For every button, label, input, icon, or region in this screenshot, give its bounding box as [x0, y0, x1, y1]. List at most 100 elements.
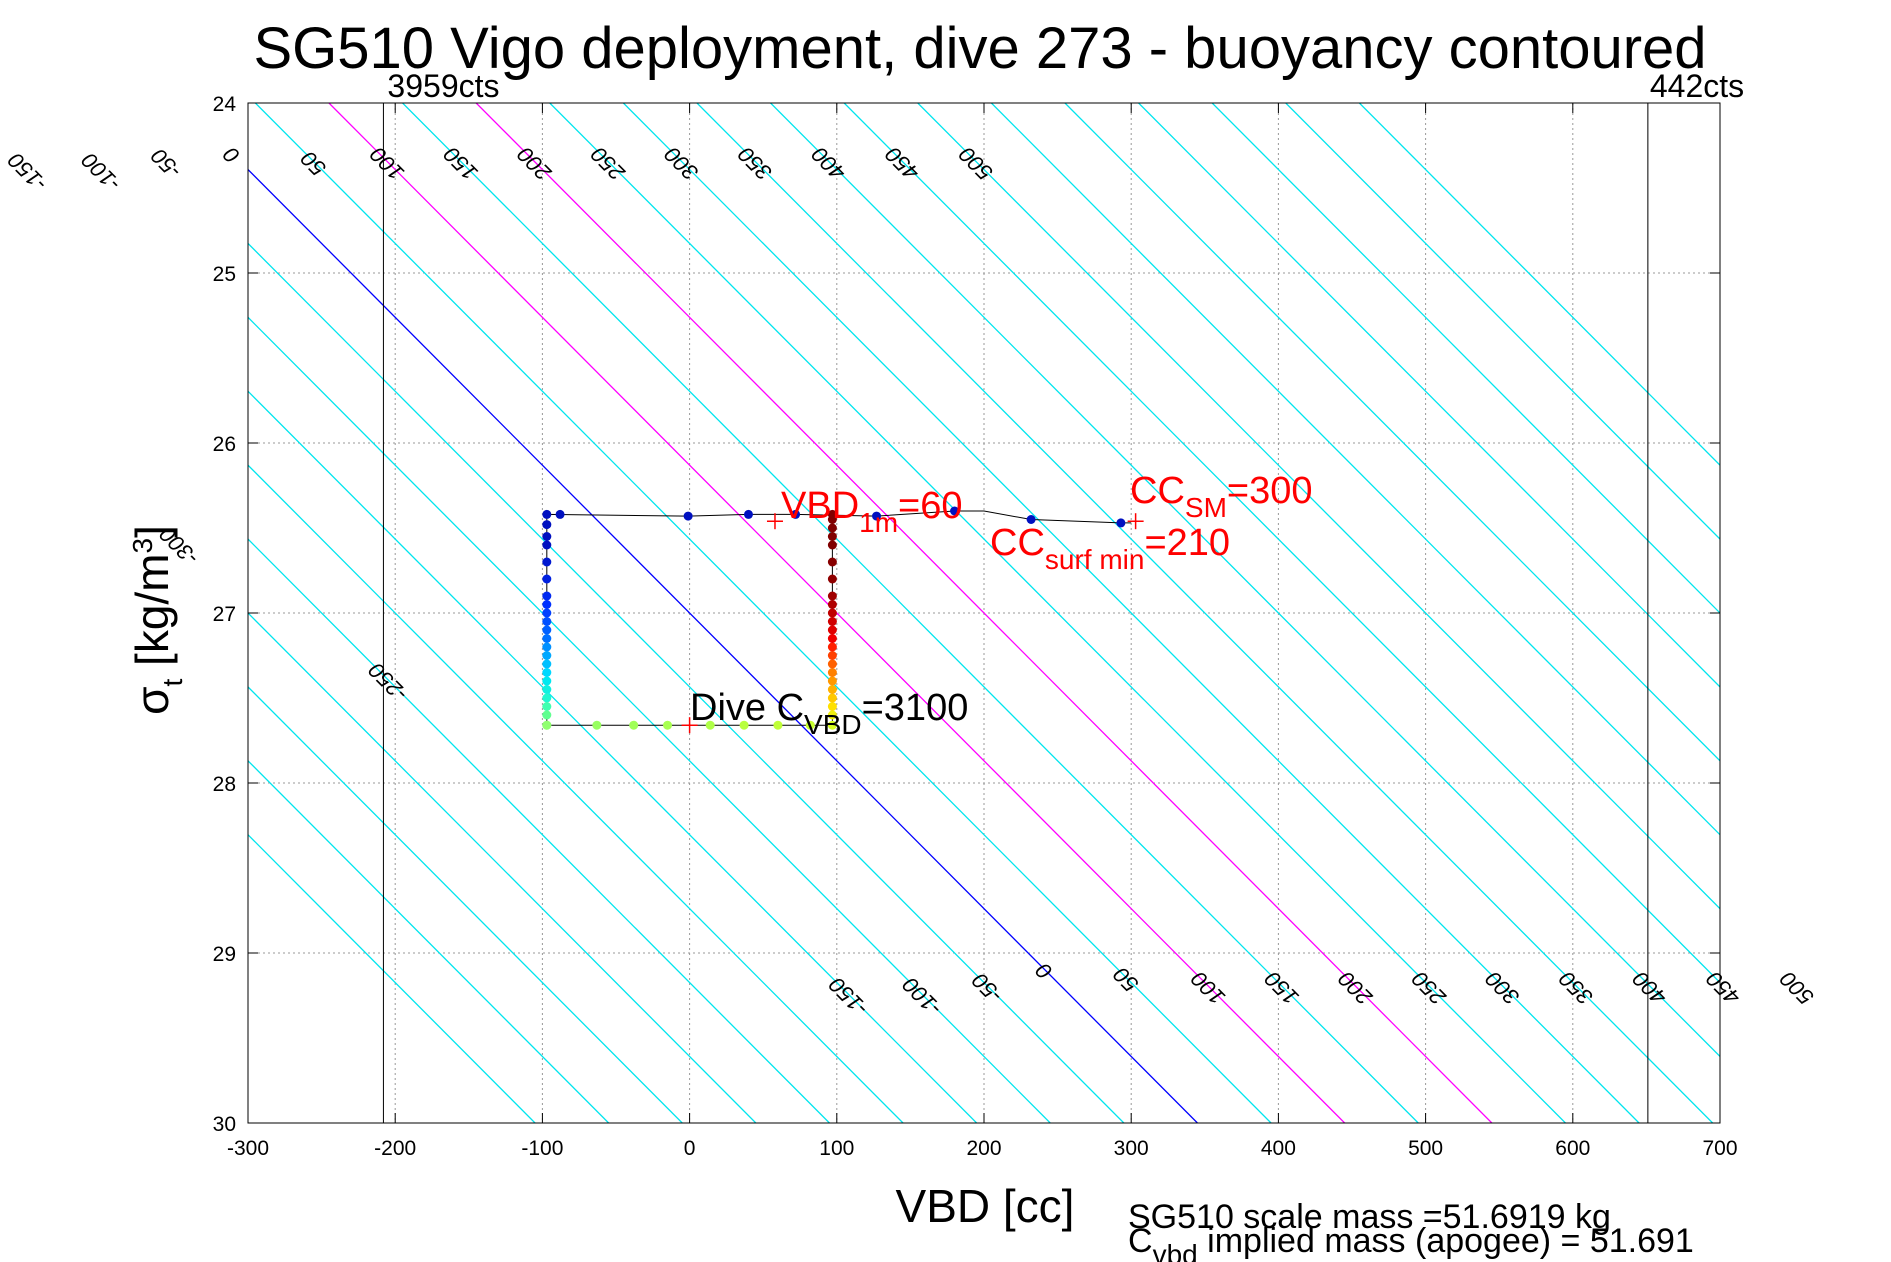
x-tick-label: 600 — [1555, 1137, 1590, 1160]
data-point — [827, 532, 837, 541]
contour-line — [402, 103, 1419, 1123]
data-point — [542, 608, 552, 618]
data-point — [827, 608, 837, 618]
contour-line — [1064, 103, 1720, 762]
contour-line — [475, 103, 1493, 1123]
contour-line — [770, 103, 1720, 1058]
x-tick-label: 200 — [966, 1137, 1001, 1160]
contour-line — [248, 538, 830, 1123]
y-axis-label: σt [kg/m3] — [126, 525, 188, 715]
data-point — [827, 625, 837, 635]
x-axis-ticks: -300 -200 -100 0 100 200 300 400 500 600 700 — [227, 103, 1738, 1160]
data-point — [827, 710, 837, 720]
x-tick-label: 0 — [684, 1137, 696, 1160]
data-point — [542, 574, 552, 584]
data-point — [739, 720, 749, 730]
data-point — [542, 668, 552, 677]
data-point — [1116, 518, 1126, 528]
vbd-limit-lines: 3959cts 442cts — [382, 68, 1744, 1123]
contour-line — [843, 103, 1720, 984]
cc-surf-min-annotation: CCsurf min=210 — [990, 522, 1230, 575]
data-point — [555, 509, 565, 519]
x-tick-label: 300 — [1114, 1137, 1149, 1160]
contour-line — [917, 103, 1720, 910]
x-tick-label: 700 — [1702, 1137, 1737, 1160]
data-point — [827, 651, 837, 660]
data-point — [827, 693, 837, 703]
data-point — [827, 685, 837, 694]
data-point — [827, 600, 837, 609]
data-point — [705, 720, 715, 730]
data-point — [542, 509, 552, 519]
data-point — [827, 659, 837, 669]
data-point — [827, 617, 837, 626]
data-point — [542, 591, 552, 601]
data-point — [542, 634, 552, 643]
data-point — [542, 693, 552, 703]
y-tick-label: 26 — [213, 433, 236, 456]
scale-mass-text: SG510 scale mass =51.6919 kg — [1128, 1198, 1611, 1236]
data-point — [827, 540, 837, 550]
contour-line — [248, 833, 536, 1123]
cc-sm-annotation: CCSM=300 — [1130, 470, 1312, 523]
data-point — [542, 702, 552, 711]
data-point — [542, 642, 552, 652]
data-point — [827, 720, 837, 730]
contour-line — [1285, 103, 1720, 541]
data-point — [683, 511, 693, 521]
data-point — [542, 659, 552, 669]
data-point — [827, 509, 837, 519]
contour-line — [990, 103, 1720, 836]
data-point — [542, 710, 552, 720]
x-tick-label: 400 — [1261, 1137, 1296, 1160]
x-axis-label: VBD [cc] — [896, 1180, 1075, 1232]
y-tick-label: 27 — [213, 603, 236, 626]
data-point — [827, 668, 837, 677]
contour-line — [248, 168, 1198, 1123]
data-point — [827, 574, 837, 584]
x-tick-label: -100 — [521, 1137, 563, 1160]
contour-line — [1358, 103, 1720, 467]
data-point — [542, 720, 552, 730]
data-point — [827, 702, 837, 711]
contour-line — [248, 464, 904, 1123]
data-point — [791, 509, 801, 519]
buoyancy-contours — [248, 103, 1720, 1123]
y-tick-label: 24 — [213, 93, 237, 116]
data-point — [743, 509, 753, 519]
y-tick-label: 29 — [213, 943, 236, 966]
data-point — [542, 651, 552, 660]
dive-cvbd-annotation: Dive CVBD=3100 — [690, 687, 968, 740]
data-point — [827, 591, 837, 601]
contour-line — [254, 103, 1272, 1123]
contour-line — [622, 103, 1640, 1123]
contour-line — [1138, 103, 1720, 688]
red-cross-markers — [681, 513, 1144, 734]
data-point — [542, 532, 552, 541]
data-point — [805, 720, 815, 730]
data-point — [827, 676, 837, 686]
contour-line — [248, 759, 610, 1123]
vbd-1m-annotation: VBD1m=60 — [781, 485, 963, 538]
data-point — [542, 557, 552, 567]
x-tick-label: 500 — [1408, 1137, 1443, 1160]
data-point — [1026, 515, 1036, 524]
x-tick-label: 100 — [819, 1137, 854, 1160]
contour-line — [248, 390, 978, 1123]
data-point — [542, 520, 552, 530]
data-point — [827, 557, 837, 567]
data-point — [629, 720, 639, 730]
data-point — [773, 720, 783, 730]
contour-line — [696, 103, 1714, 1123]
vbd-limit-label: 442cts — [1650, 68, 1744, 104]
data-point — [542, 600, 552, 609]
data-point — [872, 511, 882, 521]
x-tick-label: -300 — [227, 1137, 269, 1160]
data-point — [950, 506, 960, 516]
data-point — [827, 523, 837, 533]
data-point — [542, 625, 552, 635]
y-tick-label: 28 — [213, 773, 236, 796]
y-axis-ticks: 24 25 26 27 28 29 30 — [213, 93, 1720, 1136]
